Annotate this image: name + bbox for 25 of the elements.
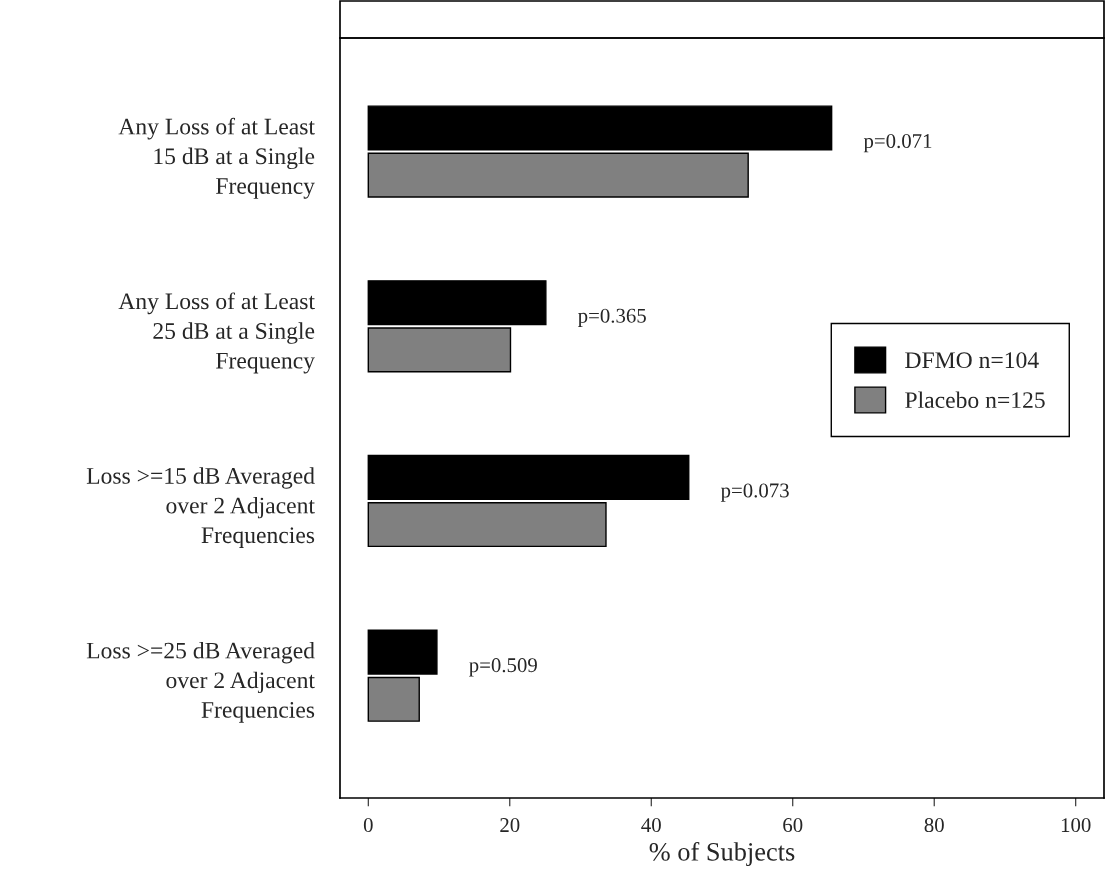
x-axis-title: % of Subjects <box>649 841 795 867</box>
bar <box>367 676 420 722</box>
x-tick-label: 60 <box>783 818 803 833</box>
annotation: p=0.365 <box>578 308 646 327</box>
annotation: p=0.509 <box>469 658 537 677</box>
bar <box>367 629 438 675</box>
legend-label: Placebo n=125 <box>905 391 1045 409</box>
bar <box>367 502 607 548</box>
bar <box>367 454 690 500</box>
x-tick-label: 20 <box>500 818 520 833</box>
bar <box>367 280 547 326</box>
y-tick-label: Loss >=25 dB Averaged over 2 Adjacent Frequencies <box>86 641 315 723</box>
legend-label: DFMO n=104 <box>905 352 1039 369</box>
x-tick-label: 80 <box>924 818 944 833</box>
x-tick-label: 40 <box>641 818 661 833</box>
bar <box>367 105 833 151</box>
bar <box>367 327 512 373</box>
y-tick-label: Loss >=15 dB Averaged over 2 Adjacent Frequencies <box>86 467 315 548</box>
x-tick-label: 0 <box>363 818 373 833</box>
annotation: p=0.073 <box>720 483 789 502</box>
bar <box>367 152 749 198</box>
y-tick-label: Any Loss of at Least 15 dB at a Single Frequency <box>118 117 315 199</box>
y-tick-label: Any Loss of at Least 25 dB at a Single Frequency <box>118 292 315 374</box>
annotation: p=0.071 <box>863 133 932 153</box>
x-tick-label: 100 <box>1061 818 1091 833</box>
